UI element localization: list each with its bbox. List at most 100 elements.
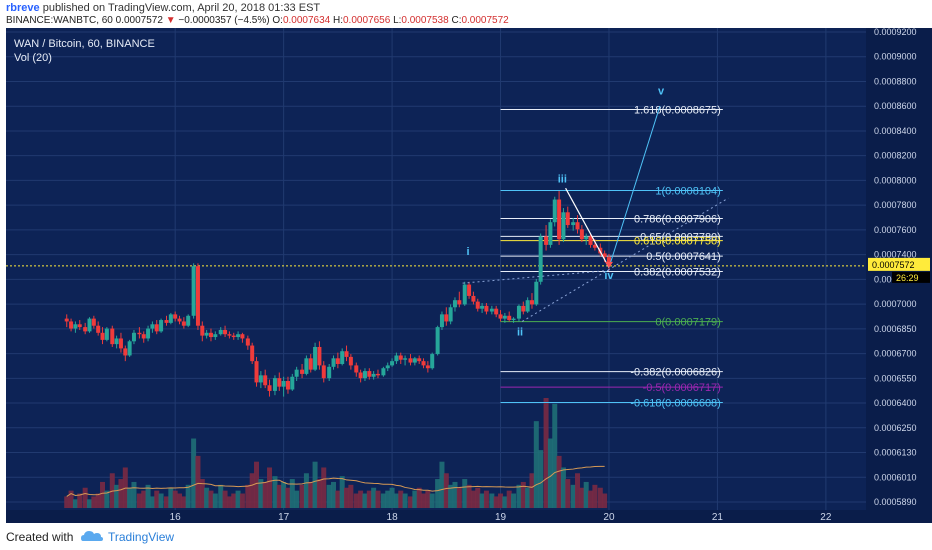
- ohlc-line: BINANCE:WANBTC, 60 0.0007572 ▼ −0.000035…: [6, 15, 509, 26]
- y-tick-label: 0.0006130: [874, 448, 917, 458]
- volume-bar: [389, 487, 395, 508]
- volume-bar: [339, 476, 345, 508]
- candle-body: [448, 307, 453, 322]
- candle-body: [159, 320, 164, 332]
- trend-line: [565, 187, 610, 268]
- volume-bar: [547, 438, 553, 508]
- volume-bar: [154, 490, 160, 508]
- volume-bar: [556, 455, 562, 508]
- candle-body: [294, 369, 299, 377]
- candle-body: [250, 345, 255, 362]
- volume-bar: [185, 484, 191, 508]
- volume-bar: [335, 490, 341, 508]
- wave-v-projection: [608, 105, 661, 268]
- volume-bar: [348, 484, 354, 508]
- volume-bar: [408, 496, 414, 508]
- candle-body: [191, 266, 196, 316]
- candle-body: [403, 358, 408, 360]
- candle-body: [348, 356, 353, 366]
- fib-level-label: 1.618(0.0008675): [634, 105, 721, 117]
- candle-body: [489, 308, 494, 312]
- candle-body: [91, 318, 96, 326]
- candle-body: [213, 334, 218, 338]
- volume-bar: [131, 481, 137, 508]
- candle-body: [263, 375, 268, 386]
- last-price-tag-label: 0.0007572: [872, 260, 915, 270]
- fib-level-label: 1(0.0008104): [655, 185, 720, 197]
- volume-bar: [168, 487, 174, 508]
- candle-body: [548, 222, 553, 245]
- volume-bar: [235, 490, 241, 508]
- y-tick-label: 0.0007400: [874, 250, 917, 260]
- volume-bar: [583, 481, 589, 508]
- candle-body: [290, 376, 295, 390]
- candle-body: [181, 321, 186, 326]
- volume-bar: [299, 484, 305, 508]
- wave-label: iv: [604, 270, 614, 282]
- volume-bar: [565, 479, 571, 508]
- candle-body: [272, 378, 277, 391]
- candle-body: [412, 358, 417, 363]
- volume-bar: [366, 490, 372, 508]
- high-value: 0.0007656: [343, 15, 391, 26]
- candle-body: [552, 199, 557, 223]
- volume-bar: [212, 493, 218, 508]
- username[interactable]: rbreve: [6, 2, 40, 14]
- candle-body: [381, 368, 386, 376]
- candle-body: [371, 373, 376, 377]
- x-tick-label: 20: [603, 512, 615, 523]
- candlestick-chart[interactable]: 16 17 18 19 20 21 22 0.0009200 0.0009000 0.000880…: [0, 28, 932, 523]
- candle-body: [362, 371, 367, 379]
- candle-body: [457, 300, 462, 305]
- y-tick-label: 0.0009200: [874, 28, 917, 37]
- candle-body: [358, 372, 363, 379]
- candle-body: [390, 361, 395, 366]
- volume-bar: [520, 481, 526, 508]
- fib-level-label: 0.618(0.0007750): [634, 236, 721, 248]
- candle-body: [521, 305, 526, 312]
- volume-bar: [353, 493, 359, 508]
- volume-bar: [136, 493, 142, 508]
- volume-bar: [158, 493, 164, 508]
- candle-body: [588, 236, 593, 245]
- candle-body: [529, 300, 534, 305]
- wave-label: v: [658, 86, 665, 98]
- candle-body: [83, 327, 88, 332]
- y-tick-label: 0.0008200: [874, 151, 917, 161]
- candle-body: [123, 348, 128, 356]
- candle-body: [480, 305, 485, 309]
- candle-body: [394, 355, 399, 362]
- volume-bar: [498, 493, 504, 508]
- volume-bar: [560, 467, 566, 508]
- candle-body: [245, 338, 250, 346]
- volume-bar: [303, 473, 309, 508]
- volume-bar: [462, 479, 468, 508]
- volume-bar: [204, 487, 210, 508]
- fib-level-label: -0.382(0.0006826): [630, 367, 721, 379]
- volume-bar: [141, 490, 147, 508]
- candle-body: [525, 300, 530, 312]
- volume-bar: [245, 484, 251, 508]
- candle-body: [507, 315, 512, 321]
- candle-body: [195, 266, 200, 326]
- volume-bar: [91, 496, 97, 508]
- candle-body: [494, 308, 499, 315]
- candle-body: [313, 346, 318, 370]
- volume-bar: [470, 490, 476, 508]
- volume-bar: [380, 493, 386, 508]
- symbol: BINANCE:WANBTC, 60: [6, 15, 113, 26]
- candle-body: [579, 229, 584, 240]
- candle-body: [571, 222, 576, 226]
- candle-body: [561, 212, 566, 240]
- volume-bar: [218, 484, 224, 508]
- candle-body: [331, 358, 336, 367]
- change-value: −0.0000357 (−4.5%): [178, 15, 270, 26]
- y-tick-label: 0.0006400: [874, 398, 917, 408]
- candle-body: [538, 236, 543, 282]
- candle-body: [575, 222, 580, 230]
- candle-body: [452, 300, 457, 308]
- candle-body: [317, 346, 322, 366]
- low-value: 0.0007538: [401, 15, 449, 26]
- y-tick-label: 0.0006700: [874, 349, 917, 359]
- candle-body: [173, 314, 178, 319]
